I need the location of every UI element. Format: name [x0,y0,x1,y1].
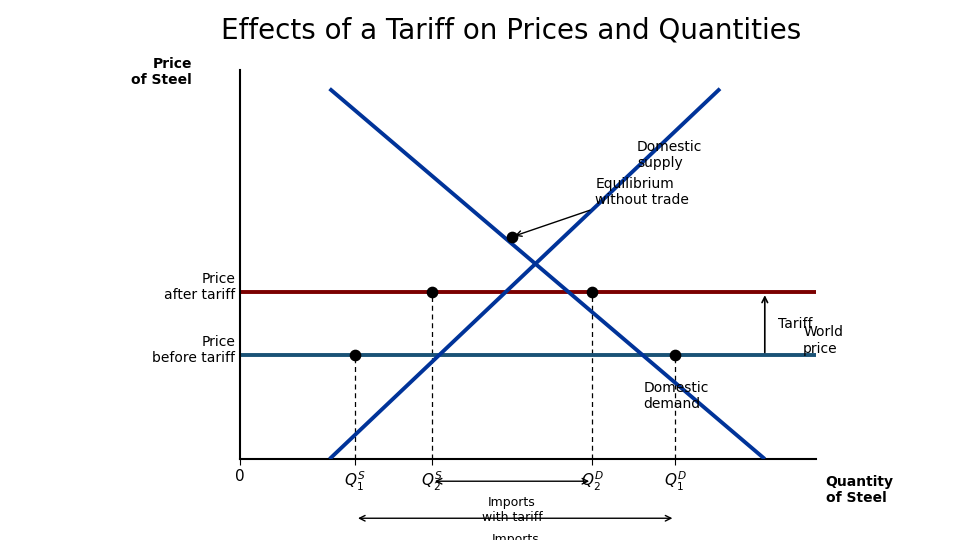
Text: Price
before tariff: Price before tariff [153,335,235,365]
Point [504,233,519,241]
Point [424,288,440,296]
Text: Domestic
demand: Domestic demand [643,381,708,411]
Text: Price
of Steel: Price of Steel [132,57,192,87]
Text: Imports
with tariff: Imports with tariff [482,496,542,524]
Text: Price
after tariff: Price after tariff [164,272,235,302]
Point [585,288,600,296]
Text: World
price: World price [804,326,843,356]
Text: Effects of a Tariff on Prices and Quantities: Effects of a Tariff on Prices and Quanti… [221,16,801,44]
Text: Domestic
supply: Domestic supply [636,140,702,171]
Text: Imports
under free trade: Imports under free trade [464,533,566,540]
Text: Quantity
of Steel: Quantity of Steel [826,475,894,505]
Point [348,351,363,360]
Text: Tariff: Tariff [778,317,812,331]
Point [667,351,683,360]
Text: Equilibrium
without trade: Equilibrium without trade [516,177,689,237]
